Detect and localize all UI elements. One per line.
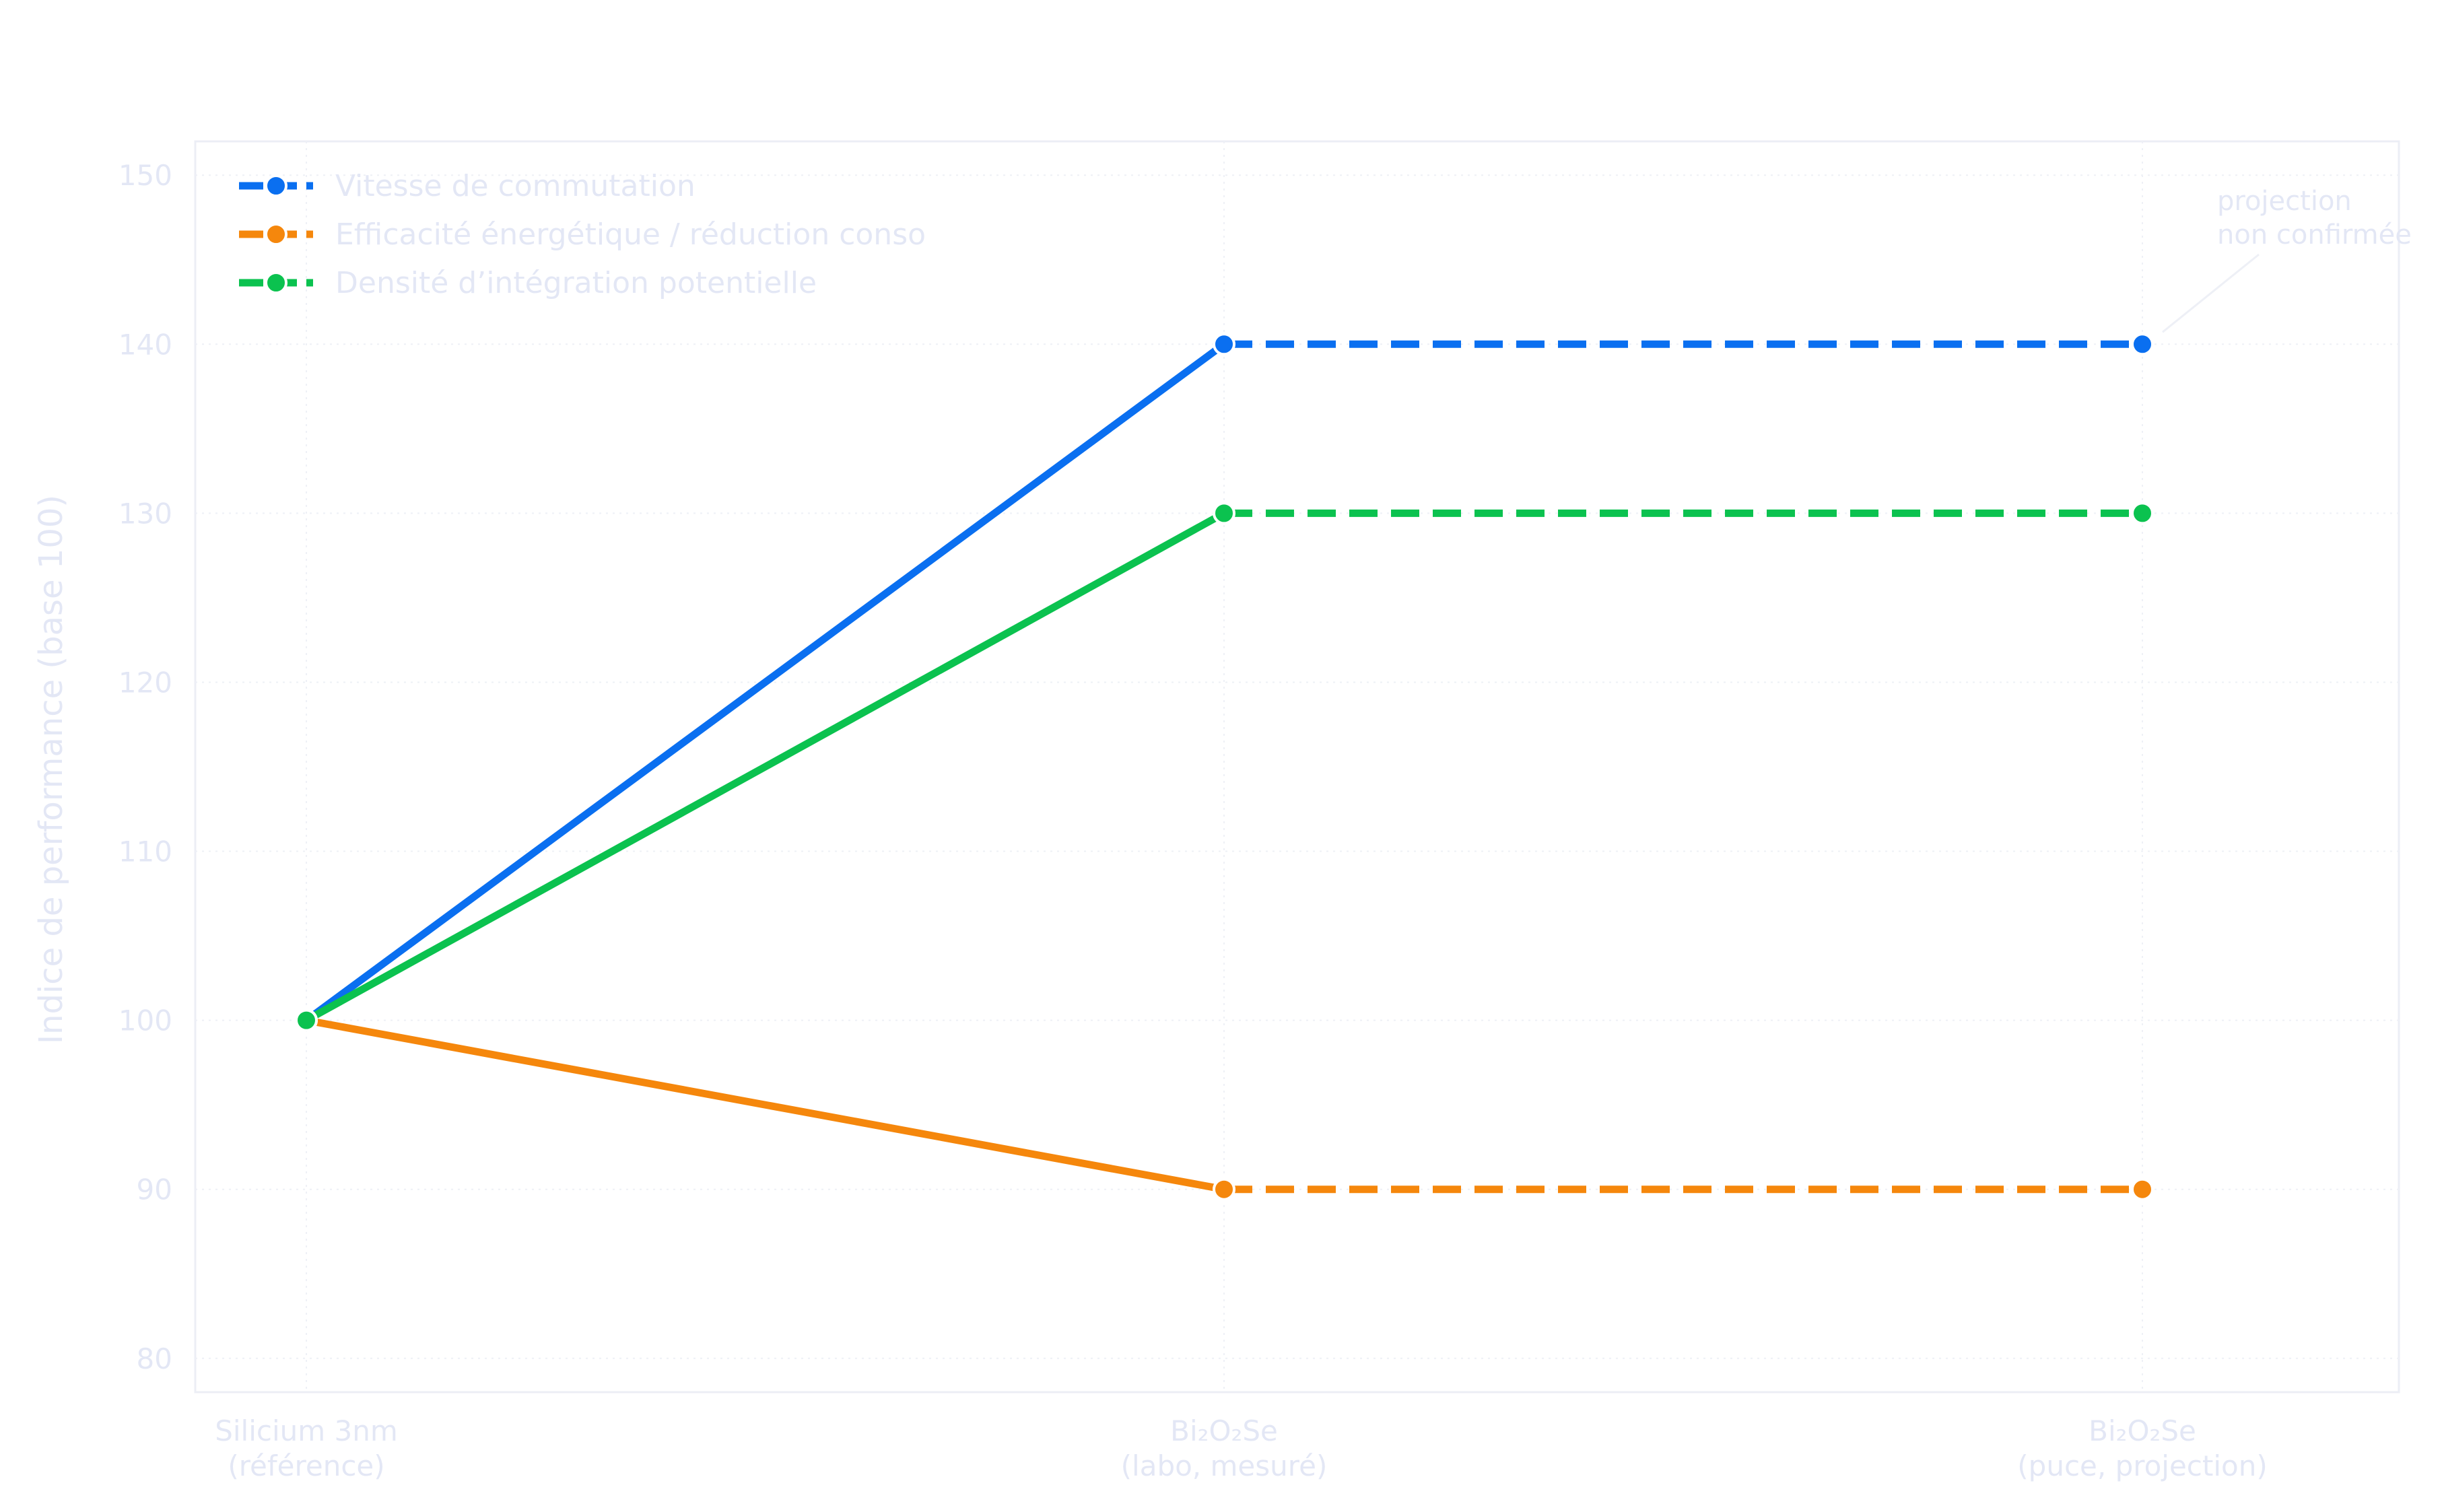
- series-1-point: [1213, 333, 1235, 356]
- x-tick-label: Silicium 3nm (référence): [215, 1414, 398, 1482]
- legend-label: Densité d’intégration potentielle: [335, 266, 817, 300]
- y-tick-label: 120: [118, 666, 172, 699]
- series-1-point: [2131, 333, 2154, 356]
- series-3-point: [295, 1008, 318, 1032]
- x-tick-label: Bi₂O₂Se (puce, projection): [2017, 1414, 2267, 1482]
- plot-frame: [194, 140, 2400, 1394]
- y-tick-label: 140: [118, 328, 172, 361]
- legend-swatch-marker: [265, 271, 287, 294]
- series-1-line-measured: [302, 340, 1228, 1025]
- x-tick-label: Bi₂O₂Se (labo, mesuré): [1121, 1414, 1328, 1482]
- annotation-line: non confirmée: [2217, 219, 2412, 250]
- x-tick-label-line: (labo, mesuré): [1121, 1449, 1328, 1482]
- series-2-point: [1213, 1177, 1235, 1201]
- y-tick-label: 150: [118, 159, 172, 192]
- legend-swatch-marker: [265, 223, 287, 246]
- x-tick-label-line: (référence): [228, 1449, 384, 1482]
- legend-label: Efficacité énergétique / réduction conso: [335, 217, 926, 252]
- y-tick-label: 100: [118, 1004, 172, 1037]
- y-tick-label: 90: [137, 1173, 172, 1206]
- x-tick-label-line: Bi₂O₂Se: [2089, 1414, 2196, 1447]
- x-tick-label-line: Silicium 3nm: [215, 1414, 398, 1447]
- series-2-line-measured: [302, 1017, 1228, 1194]
- x-tick-label-line: Bi₂O₂Se: [1170, 1414, 1278, 1447]
- series-3-point: [2131, 502, 2154, 525]
- y-tick-label: 130: [118, 497, 172, 530]
- series-2-point: [2131, 1177, 2154, 1201]
- y-axis-label: Indice de performance (base 100): [32, 495, 70, 1044]
- legend-label: Vitesse de commutation: [335, 169, 696, 203]
- legend-swatch-marker: [265, 174, 287, 197]
- annotation-text: projection non confirmée: [2217, 186, 2412, 250]
- annotation-line: projection: [2217, 186, 2352, 217]
- series-3-line-measured: [302, 509, 1228, 1025]
- legend: Vitesse de commutation Efficacité énergét…: [239, 169, 926, 300]
- annotation-arrow: [2162, 253, 2260, 333]
- y-tick-label: 80: [137, 1342, 172, 1375]
- x-tick-label-line: (puce, projection): [2017, 1449, 2267, 1482]
- y-tick-label: 110: [118, 835, 172, 868]
- series-3-point: [1213, 502, 1235, 525]
